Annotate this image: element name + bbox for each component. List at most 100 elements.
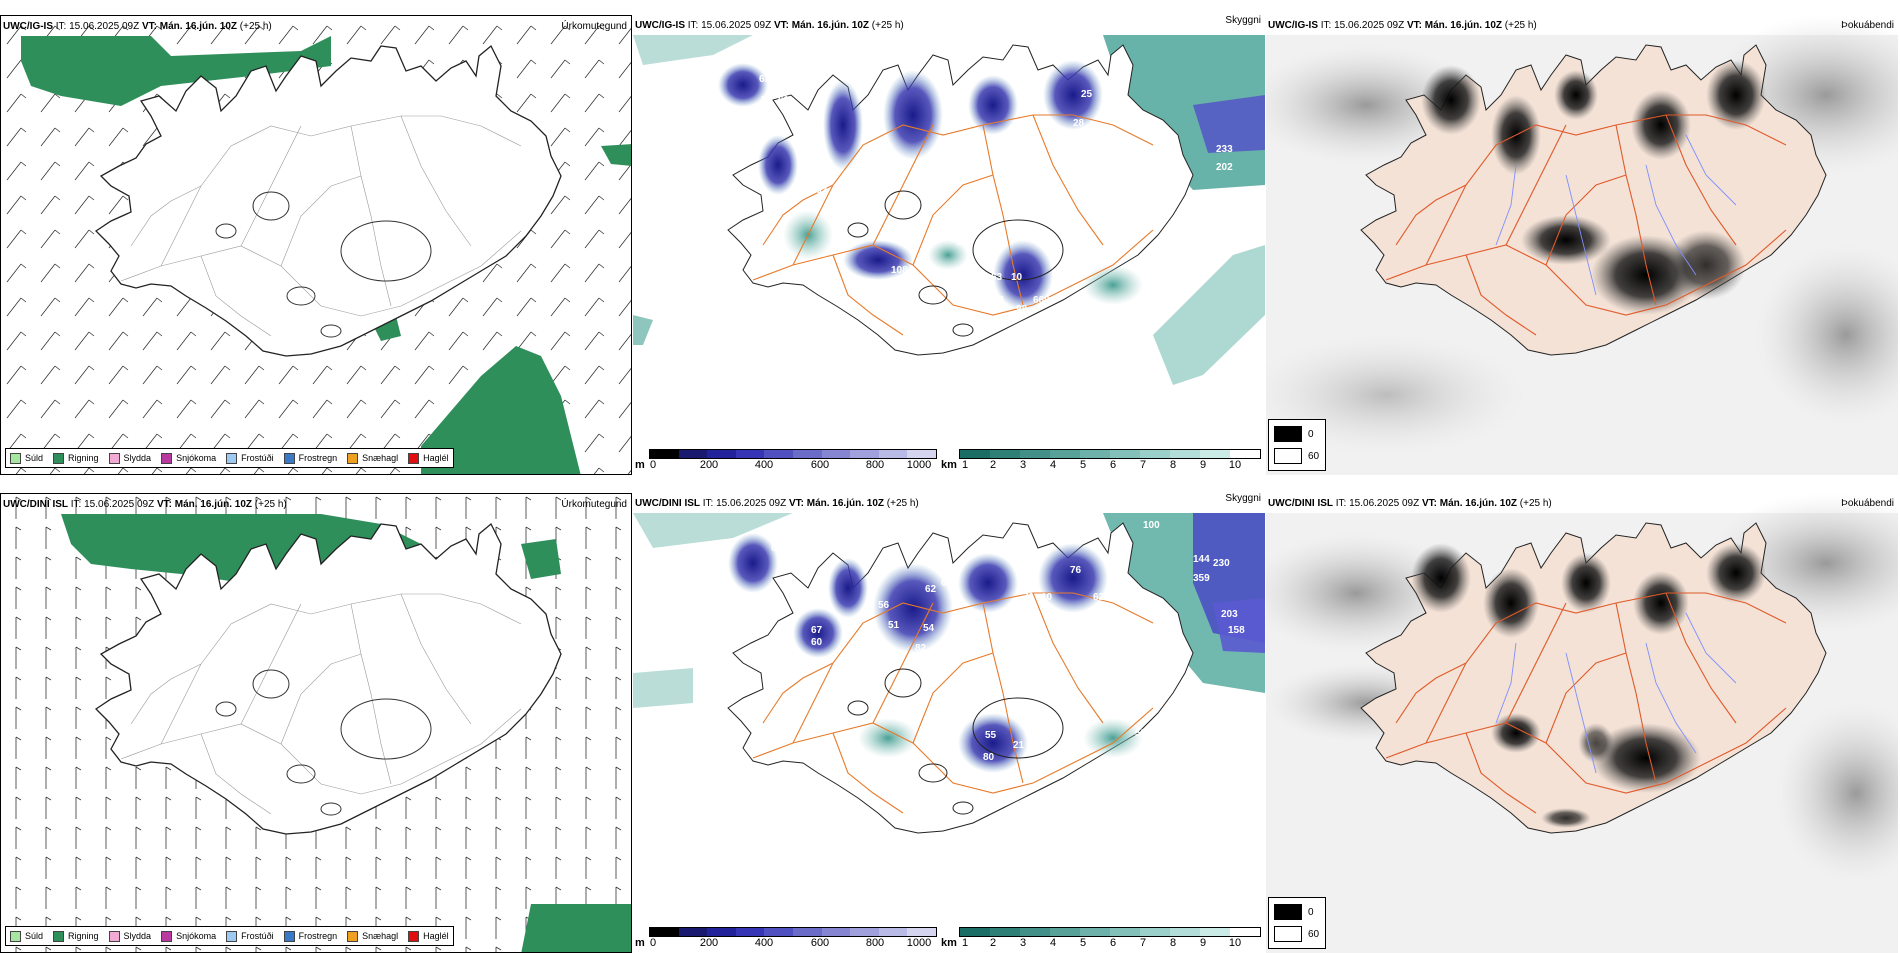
cloud-label: 82: [915, 643, 927, 654]
colorbar-tick: 1000: [906, 459, 932, 471]
precip-type-map: [1, 494, 631, 952]
cloudbase-colorbar: m 0 200 400 600 800 1000: [635, 925, 937, 951]
colorbar-tick: 400: [754, 459, 774, 471]
legend-item-sleet: Slydda: [108, 930, 151, 942]
cloud-label: 54: [923, 623, 935, 634]
colorbar-tick: 10: [1228, 937, 1242, 949]
cloudbase-visibility-panel-row2: 60 48 52 67 60 56 51 54 82 62 62 44 71 1…: [633, 493, 1265, 953]
colorbar-tick: 0: [649, 459, 657, 471]
legend-item-drizzle: Súld: [10, 452, 43, 464]
colorbar-tick: 800: [865, 459, 885, 471]
cloud-label: 80: [983, 752, 995, 763]
colorbar-tick: 8: [1169, 937, 1177, 949]
cloud-label: 63: [991, 272, 1003, 283]
cloud-label: 108: [891, 265, 908, 276]
cloud-label: 85: [943, 272, 955, 283]
cloud-label: 73: [761, 95, 773, 106]
cloud-label: 21: [1013, 740, 1025, 751]
cloudbase-colorbar-strip: [649, 927, 937, 937]
cloud-label: 55: [985, 730, 997, 741]
cloud-label: 62: [941, 578, 953, 589]
visibility-colorbar-strip: [959, 927, 1261, 937]
cloud-label: 1: [943, 352, 949, 363]
panel-header: UWC/DINI ISL IT: 15.06.2025 09Z VT: Mán.…: [1268, 498, 1552, 509]
legend-item-hail: Haglél: [408, 452, 449, 464]
cloud-label: 23: [993, 295, 1005, 306]
cloud-label: 59: [771, 76, 783, 87]
panel-header: UWC/DINI ISL IT: 15.06.2025 09Z VT: Mán.…: [635, 498, 919, 509]
cloud-label: 62: [759, 74, 771, 85]
product-type-label: Skyggni: [1225, 493, 1261, 504]
precip-type-legend: Súld Rigning Slydda Snjókoma Frostúði Fr…: [5, 926, 454, 946]
cloud-label: 100: [1143, 520, 1160, 531]
panel-header: UWC/IG-IS IT: 15.06.2025 09Z VT: Mán. 16…: [635, 20, 904, 31]
visibility-colorbar: km 1 2 3 4 5 6 7 8 9 10: [941, 925, 1261, 951]
legend-item-snow: Snjókoma: [161, 452, 216, 464]
cloudbase-visibility-map: 62 59 73 61 2 56 60 46 57 62 80 10 25 28…: [633, 35, 1265, 385]
cloud-label: 64: [1093, 135, 1105, 146]
cloud-label: 18: [871, 280, 883, 291]
visibility-colorbar: km 1 2 3 4 5 6 7 8 9 10: [941, 447, 1261, 473]
colorbar-tick: 10: [1228, 459, 1242, 471]
visibility-unit: km: [941, 459, 957, 471]
fog-legend-low: 60: [1308, 928, 1320, 940]
colorbar-tick: 3: [1019, 459, 1027, 471]
legend-item-drizzle: Súld: [10, 930, 43, 942]
cloud-label: 48: [781, 557, 793, 568]
colorbar-tick: 6: [1109, 459, 1117, 471]
colorbar-tick: 9: [1199, 459, 1207, 471]
colorbar-tick: 800: [865, 937, 885, 949]
cloud-label: 158: [1228, 625, 1245, 636]
cloud-label: 60: [881, 142, 893, 153]
colorbar-tick: 7: [1139, 937, 1147, 949]
visibility-colorbar-strip: [959, 449, 1261, 459]
cloud-label: 2: [773, 117, 779, 128]
colorbar-tick: 7: [1139, 459, 1147, 471]
legend-item-snow: Snjókoma: [161, 930, 216, 942]
cloud-label: 96: [1123, 584, 1135, 595]
cloudbase-unit: m: [635, 937, 645, 949]
precip-type-panel-row2: UWC/DINI ISL IT: 15.06.2025 09Z VT: Mán.…: [0, 493, 632, 953]
colorbar-tick: 2: [989, 459, 997, 471]
cloud-label: 10: [1011, 272, 1023, 283]
precip-type-map: [1, 16, 631, 474]
cloud-label: 230: [1213, 558, 1230, 569]
precip-type-legend: Súld Rigning Slydda Snjókoma Frostúði Fr…: [5, 448, 454, 468]
cloud-label: 669: [1033, 295, 1050, 306]
colorbar-tick: 4: [1049, 459, 1057, 471]
cloud-label: 10: [1041, 592, 1053, 603]
colorbar-tick: 400: [754, 937, 774, 949]
fog-legend: 0 60: [1268, 897, 1326, 949]
cloudbase-colorbar-strip: [649, 449, 937, 459]
colorbar-tick: 4: [1049, 937, 1057, 949]
cloud-label: 144: [1193, 554, 1210, 565]
legend-item-freezing-rain: Frostregn: [283, 930, 337, 942]
product-type-label: Þokuábendi: [1841, 498, 1894, 509]
cloudbase-visibility-map: 60 48 52 67 60 56 51 54 82 62 62 44 71 1…: [633, 513, 1265, 834]
fog-legend: 0 60: [1268, 419, 1326, 471]
product-type-label: Skyggni: [1225, 15, 1261, 26]
colorbar-tick: 6: [1109, 937, 1117, 949]
legend-item-snow-pellets: Snæhagl: [347, 452, 398, 464]
fog-legend-high: 0: [1308, 906, 1314, 918]
cloud-label: 46: [885, 162, 897, 173]
cloud-label: 51: [888, 620, 900, 631]
cloud-label: 203: [1221, 609, 1238, 620]
cloudbase-unit: m: [635, 459, 645, 471]
legend-item-hail: Haglél: [408, 930, 449, 942]
legend-item-freezing-drizzle: Frostúði: [226, 930, 274, 942]
cloud-label: 1401: [913, 821, 936, 832]
cloud-label: 60: [811, 637, 823, 648]
panel-header: UWC/IG-IS IT: 15.06.2025 09Z VT: Mán. 16…: [1268, 20, 1537, 31]
colorbar-tick: 200: [699, 459, 719, 471]
cloud-label: 44: [1025, 578, 1037, 589]
cloud-label: 202: [1216, 162, 1233, 173]
cloud-label: 57: [873, 182, 885, 193]
colorbar-tick: 600: [810, 937, 830, 949]
legend-item-freezing-drizzle: Frostúði: [226, 452, 274, 464]
fog-indicator-panel-row1: UWC/IG-IS IT: 15.06.2025 09Z VT: Mán. 16…: [1266, 15, 1898, 475]
panel-header: UWC/IG-IS IT: 15.06.2025 09Z VT: Mán. 16…: [3, 21, 272, 32]
colorbar-tick: 5: [1079, 459, 1087, 471]
cloud-label: 62: [925, 584, 937, 595]
colorbar-tick: 3: [1019, 937, 1027, 949]
